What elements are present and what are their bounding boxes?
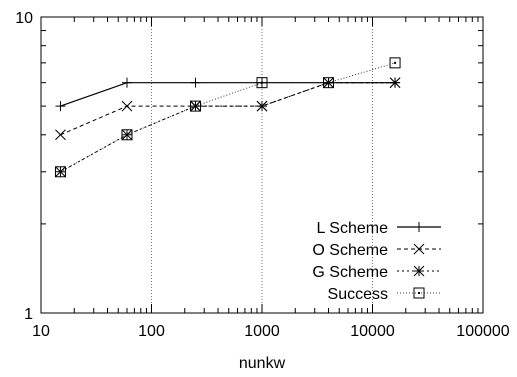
data-point-l-scheme [190,77,201,88]
legend-label-l-scheme: L Scheme [317,220,389,237]
y-tick-label: 10 [15,10,33,27]
legend-marker-o-scheme [413,243,425,255]
x-tick-label: 100 [138,323,165,340]
y-tick-label: 1 [24,306,33,323]
legend-marker-g-scheme [413,265,425,277]
x-tick-label: 100000 [456,323,509,340]
data-point-l-scheme [55,101,66,112]
series-line-g-scheme [60,82,396,173]
x-tick-label: 10000 [350,323,395,340]
data-point-g-scheme [256,100,268,112]
legend-label-g-scheme: G Scheme [312,264,388,281]
data-point-g-scheme [389,77,401,89]
x-axis-label: nunkw [239,355,286,372]
x-tick-label: 1000 [244,323,280,340]
legend-label-success: Success [328,286,388,303]
data-point-success [121,129,133,141]
legend-marker-l-scheme [414,222,424,232]
x-tick-label: 10 [32,323,50,340]
plot-series [54,57,401,178]
data-point-success [189,100,201,112]
series-line-success [60,62,396,173]
series-line-o-scheme [60,82,396,136]
data-point-success [256,77,268,89]
data-point-l-scheme [121,77,132,88]
data-point-o-scheme [121,100,133,112]
legend-marker-success [413,287,425,299]
data-point-success [389,57,401,69]
data-point-success [54,166,66,178]
legend: L Scheme O Scheme G Scheme Success [312,220,441,303]
legend-label-o-scheme: O Scheme [312,242,388,259]
grid-lines [151,17,373,313]
series-line-l-scheme [60,82,396,107]
data-point-o-scheme [55,129,66,141]
data-point-success [323,77,335,89]
